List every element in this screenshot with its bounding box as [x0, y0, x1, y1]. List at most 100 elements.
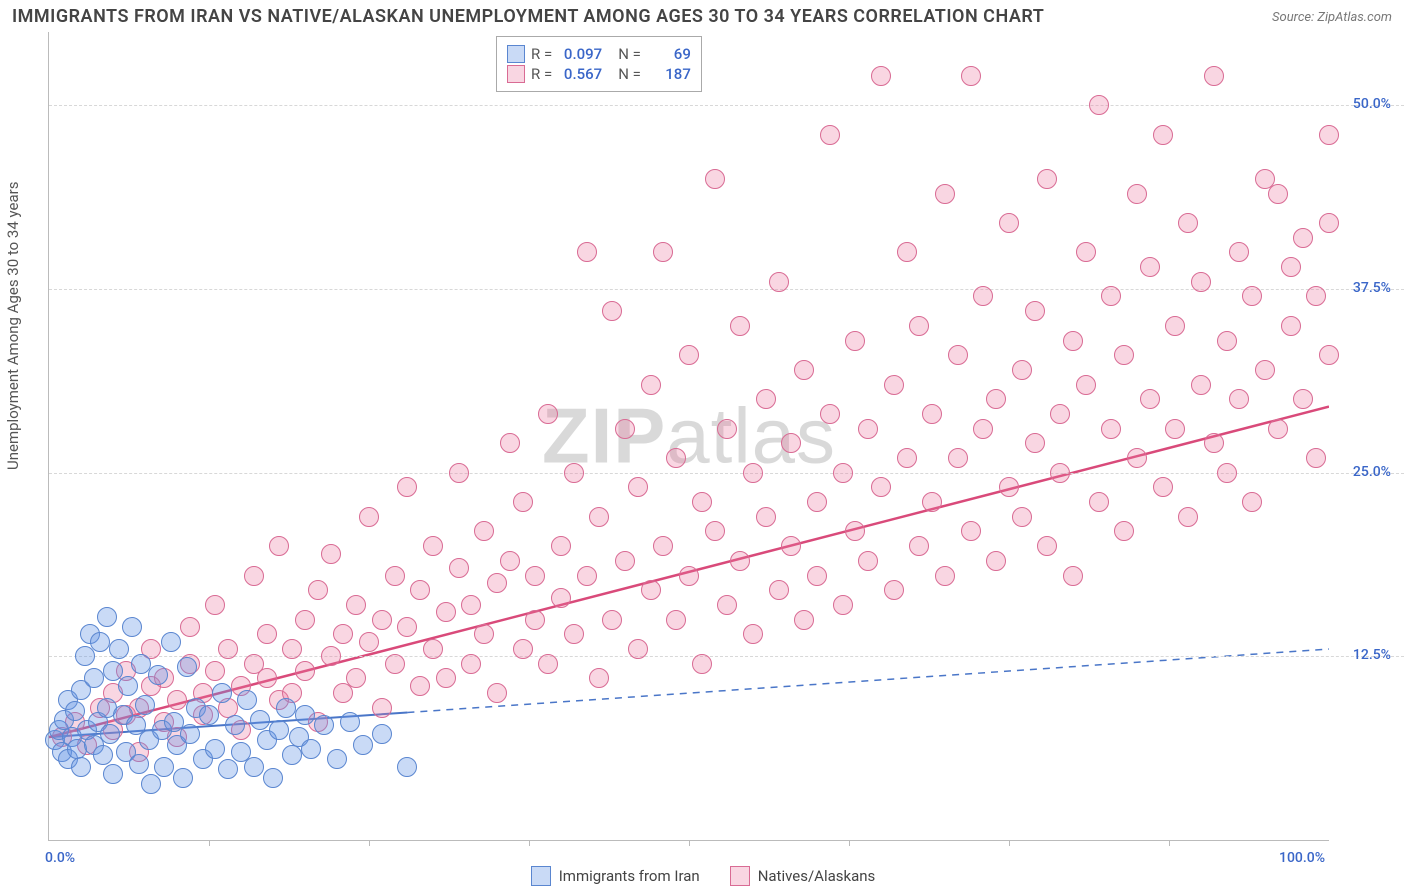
data-point-pink [973, 286, 993, 306]
x-tick-mark [209, 840, 210, 846]
data-point-pink [679, 566, 699, 586]
data-point-pink [449, 463, 469, 483]
data-point-pink [205, 661, 225, 681]
data-point-pink [1153, 125, 1173, 145]
data-point-pink [628, 477, 648, 497]
data-point-pink [1191, 375, 1211, 395]
x-tick-mark [1009, 840, 1010, 846]
data-point-pink [1037, 536, 1057, 556]
data-point-pink [871, 477, 891, 497]
data-point-blue [225, 715, 245, 735]
data-point-pink [372, 610, 392, 630]
data-point-blue [340, 712, 360, 732]
data-point-pink [794, 610, 814, 630]
data-point-pink [551, 588, 571, 608]
n-value: 187 [647, 65, 691, 83]
data-point-blue [353, 735, 373, 755]
stats-legend-row: R =0.567N =187 [507, 65, 691, 83]
data-point-pink [180, 617, 200, 637]
data-point-pink [628, 639, 648, 659]
data-point-pink [436, 602, 456, 622]
data-point-blue [327, 749, 347, 769]
data-point-blue [314, 715, 334, 735]
data-point-pink [1319, 213, 1339, 233]
data-point-pink [615, 551, 635, 571]
data-point-pink [641, 580, 661, 600]
data-point-pink [781, 536, 801, 556]
data-point-pink [653, 242, 673, 262]
data-point-blue [154, 757, 174, 777]
data-point-pink [1063, 566, 1083, 586]
data-point-blue [118, 676, 138, 696]
data-point-pink [372, 698, 392, 718]
data-point-blue [141, 774, 161, 794]
data-point-pink [385, 654, 405, 674]
data-point-blue [180, 724, 200, 744]
data-point-pink [845, 331, 865, 351]
x-tick-mark [1169, 840, 1170, 846]
data-point-blue [100, 724, 120, 744]
data-point-pink [1319, 125, 1339, 145]
data-point-pink [858, 551, 878, 571]
data-point-pink [487, 683, 507, 703]
data-point-pink [359, 632, 379, 652]
data-point-pink [1114, 345, 1134, 365]
data-point-pink [1217, 331, 1237, 351]
y-tick-label: 25.0% [1353, 464, 1391, 480]
n-label: N = [618, 65, 641, 83]
data-point-pink [1268, 184, 1288, 204]
data-point-blue [295, 705, 315, 725]
data-point-pink [833, 463, 853, 483]
data-point-pink [359, 507, 379, 527]
data-point-pink [1178, 213, 1198, 233]
data-point-pink [538, 654, 558, 674]
x-tick-mark [369, 840, 370, 846]
data-point-pink [1127, 448, 1147, 468]
data-point-pink [461, 595, 481, 615]
data-point-blue [161, 632, 181, 652]
r-label: R = [531, 45, 552, 63]
data-point-pink [1140, 389, 1160, 409]
data-point-pink [1101, 286, 1121, 306]
data-point-pink [474, 624, 494, 644]
data-point-pink [397, 617, 417, 637]
data-point-pink [820, 125, 840, 145]
data-point-blue [129, 754, 149, 774]
data-point-pink [999, 213, 1019, 233]
data-point-pink [205, 595, 225, 615]
data-point-pink [858, 419, 878, 439]
data-point-pink [423, 536, 443, 556]
data-point-pink [922, 404, 942, 424]
data-point-pink [1089, 492, 1109, 512]
data-point-pink [1229, 389, 1249, 409]
data-point-pink [1204, 66, 1224, 86]
data-point-pink [589, 668, 609, 688]
data-point-blue [218, 759, 238, 779]
data-point-pink [948, 345, 968, 365]
data-point-blue [97, 607, 117, 627]
data-point-pink [666, 610, 686, 630]
data-point-pink [410, 580, 430, 600]
data-point-blue [263, 768, 283, 788]
data-point-pink [769, 272, 789, 292]
data-point-pink [602, 610, 622, 630]
data-point-pink [589, 507, 609, 527]
data-point-pink [833, 595, 853, 615]
data-point-pink [909, 536, 929, 556]
data-point-pink [692, 654, 712, 674]
chart-title: IMMIGRANTS FROM IRAN VS NATIVE/ALASKAN U… [12, 6, 1044, 27]
data-point-pink [564, 624, 584, 644]
data-point-blue [250, 710, 270, 730]
data-point-pink [513, 639, 533, 659]
data-point-pink [1050, 463, 1070, 483]
data-point-pink [1229, 242, 1249, 262]
x-tick-label: 0.0% [45, 850, 75, 866]
data-point-pink [500, 433, 520, 453]
data-point-blue [205, 739, 225, 759]
data-point-pink [1114, 521, 1134, 541]
data-point-pink [1076, 242, 1096, 262]
data-point-pink [1101, 419, 1121, 439]
data-point-pink [820, 404, 840, 424]
data-point-pink [717, 419, 737, 439]
data-point-pink [1165, 316, 1185, 336]
